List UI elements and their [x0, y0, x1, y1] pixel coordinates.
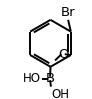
Text: OH: OH — [51, 88, 69, 99]
Text: B: B — [46, 72, 55, 85]
Text: HO: HO — [23, 72, 41, 85]
Text: Br: Br — [61, 6, 75, 19]
Text: O: O — [58, 48, 68, 61]
